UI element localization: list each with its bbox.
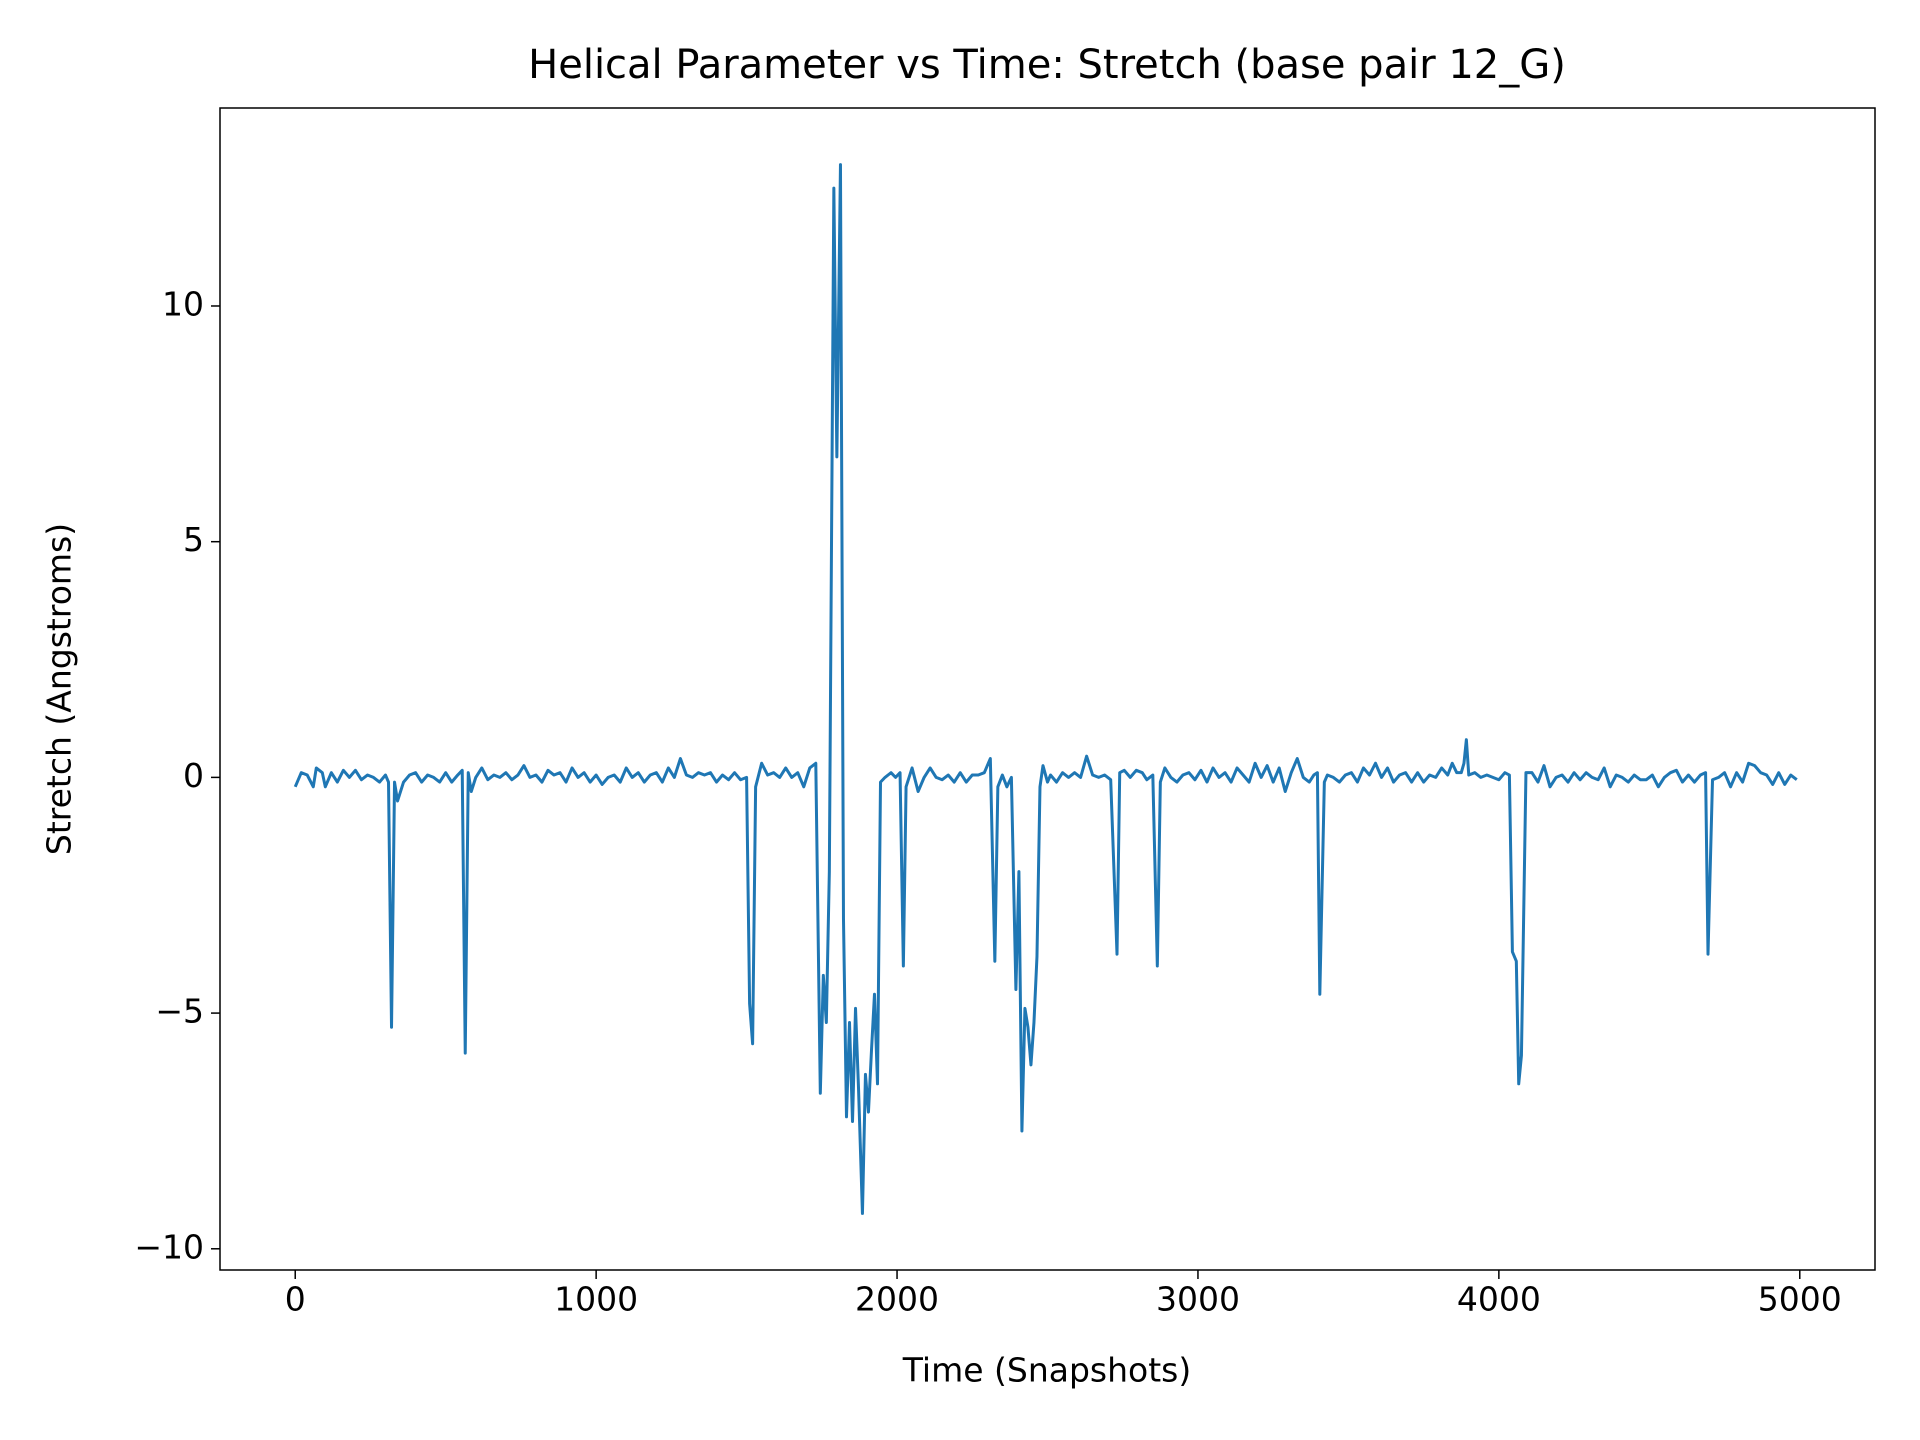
x-tick-label: 3000 xyxy=(1156,1280,1240,1319)
data-line xyxy=(293,163,1798,1215)
plot-frame xyxy=(219,107,1876,1271)
chart-title: Helical Parameter vs Time: Stretch (base… xyxy=(528,42,1566,88)
x-axis-label: Time (Snapshots) xyxy=(902,1351,1191,1390)
y-tick-label: 0 xyxy=(183,756,204,795)
x-tick-label: 5000 xyxy=(1758,1280,1842,1319)
y-axis-label: Stretch (Angstroms) xyxy=(40,523,79,855)
x-tick-label: 4000 xyxy=(1457,1280,1541,1319)
x-tick-label: 2000 xyxy=(855,1280,939,1319)
x-tick-label: 1000 xyxy=(554,1280,638,1319)
y-tick-label: 5 xyxy=(183,520,204,559)
y-tick-label: −10 xyxy=(134,1227,204,1266)
x-tick-label: 0 xyxy=(285,1280,306,1319)
y-tick-label: 10 xyxy=(162,284,204,323)
y-tick-label: −5 xyxy=(155,992,204,1031)
